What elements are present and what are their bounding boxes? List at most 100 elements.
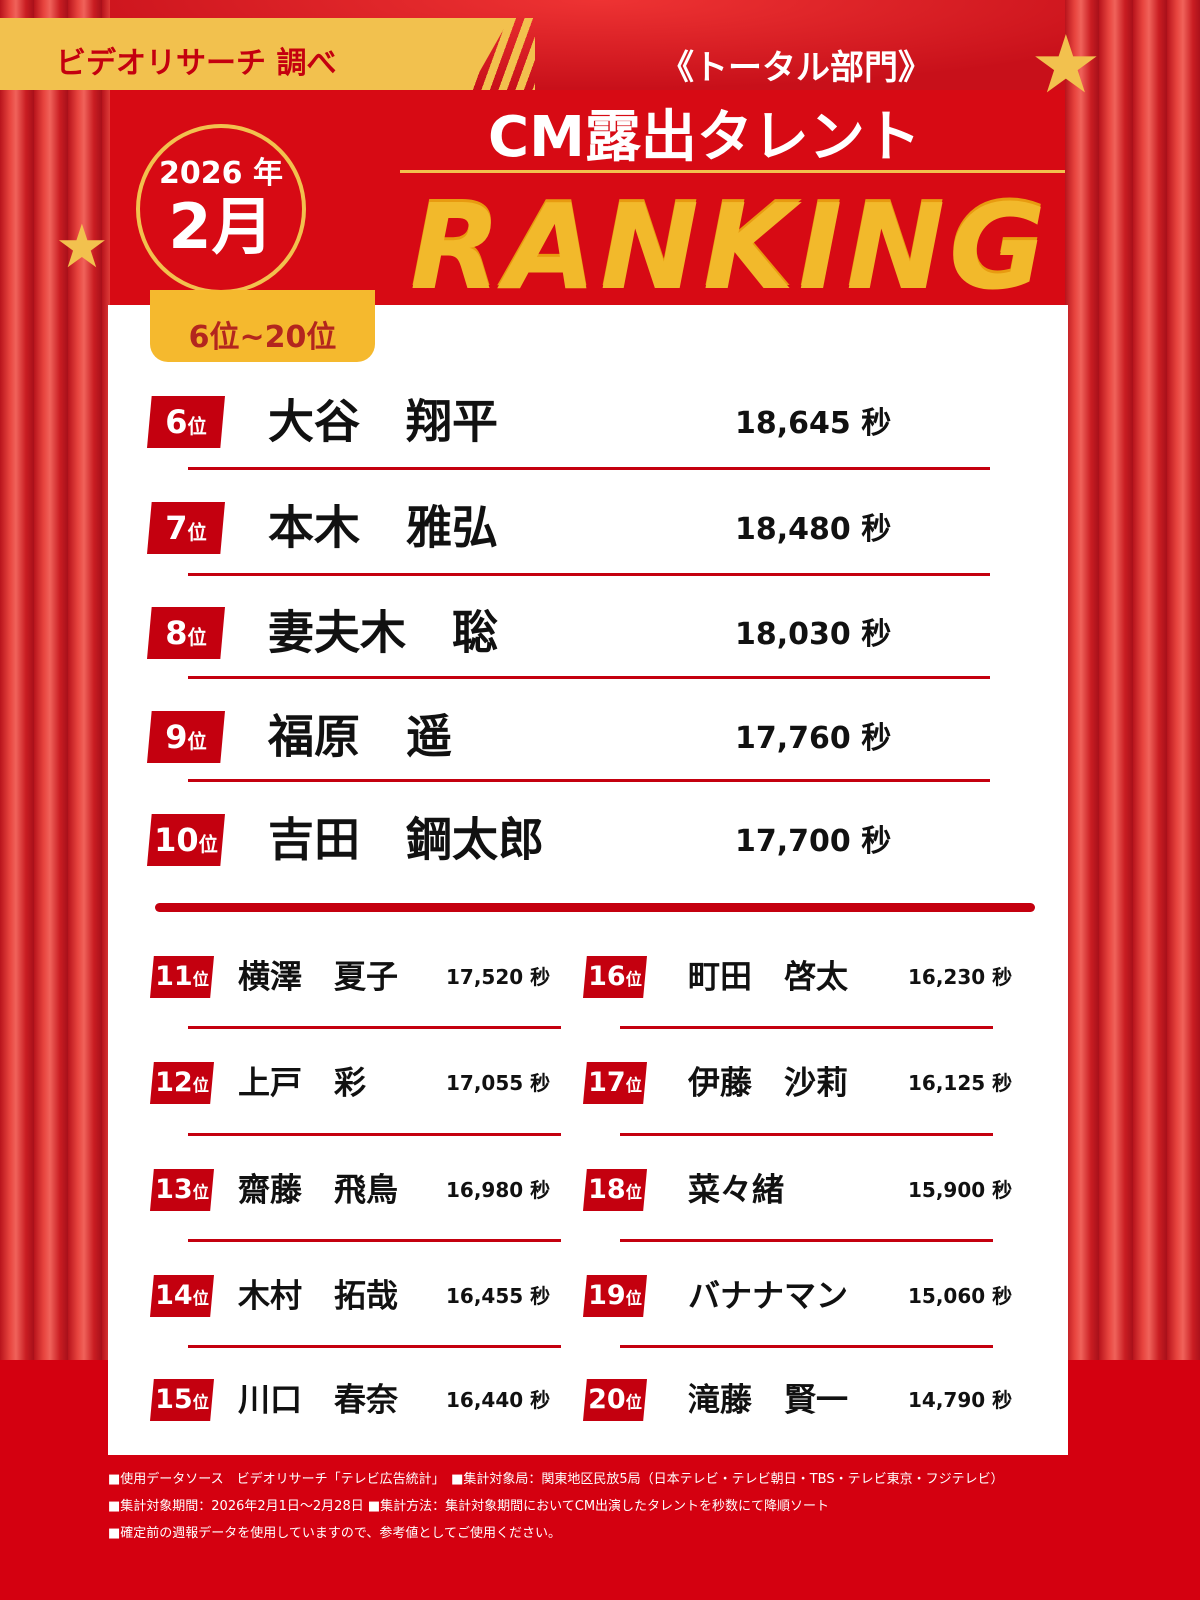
rank-badge: 8位: [147, 607, 225, 659]
rank-suffix: 位: [192, 1393, 209, 1412]
exposure-seconds: 17,760 秒: [735, 720, 892, 756]
rank-suffix: 位: [187, 626, 207, 649]
rank-number: 9: [165, 718, 188, 756]
rank-number: 19: [588, 1280, 626, 1311]
rank-suffix: 位: [625, 1183, 642, 1202]
rank-badge: 13位: [150, 1169, 214, 1211]
row-divider: [188, 467, 990, 470]
rank-suffix: 位: [187, 415, 207, 438]
exposure-seconds: 17,520 秒: [446, 965, 551, 990]
rank-badge: 18位: [583, 1169, 647, 1211]
row-divider: [620, 1345, 993, 1348]
rank-badge: 7位: [147, 502, 225, 554]
exposure-seconds: 16,980 秒: [446, 1178, 551, 1203]
talent-name: バナナマン: [688, 1276, 849, 1315]
talent-name: 川口 春奈: [238, 1380, 399, 1419]
rank-badge: 9位: [147, 711, 225, 763]
rank-badge: 17位: [583, 1062, 647, 1104]
row-divider: [620, 1133, 993, 1136]
rank-badge: 14位: [150, 1275, 214, 1317]
rank-suffix: 位: [192, 970, 209, 989]
rank-badge: 19位: [583, 1275, 647, 1317]
rank-number: 14: [155, 1280, 193, 1311]
month: 2月: [168, 190, 274, 263]
exposure-seconds: 16,125 秒: [908, 1071, 1013, 1096]
talent-name: 伊藤 沙莉: [688, 1063, 849, 1102]
rank-badge: 15位: [150, 1379, 214, 1421]
talent-name: 大谷 翔平: [268, 394, 498, 449]
row-divider: [620, 1026, 993, 1029]
rank-badge: 10位: [147, 814, 225, 866]
rank-suffix: 位: [192, 1183, 209, 1202]
row-divider: [188, 1026, 561, 1029]
year: 2026 年: [159, 156, 283, 191]
page-title: CM露出タレント: [488, 105, 921, 170]
rank-badge: 20位: [583, 1379, 647, 1421]
exposure-seconds: 14,790 秒: [908, 1388, 1013, 1413]
exposure-seconds: 18,030 秒: [735, 616, 892, 652]
talent-name: 上戸 彩: [238, 1063, 367, 1102]
rank-number: 12: [155, 1067, 193, 1098]
range-tab: 6位~20位: [150, 290, 375, 362]
row-divider: [188, 1345, 561, 1348]
rank-suffix: 位: [192, 1076, 209, 1095]
rank-number: 16: [588, 961, 626, 992]
talent-name: 齋藤 飛鳥: [238, 1170, 399, 1209]
right-curtain: [1065, 0, 1200, 1360]
rank-suffix: 位: [192, 1289, 209, 1308]
rank-badge: 11位: [150, 956, 214, 998]
star-icon: ★: [55, 212, 109, 282]
talent-name: 吉田 鋼太郎: [268, 812, 544, 867]
rank-number: 18: [588, 1174, 626, 1205]
ranking-panel: [108, 305, 1068, 1455]
rank-badge: 6位: [147, 396, 225, 448]
exposure-seconds: 16,455 秒: [446, 1284, 551, 1309]
exposure-seconds: 18,480 秒: [735, 511, 892, 547]
row-divider: [188, 779, 990, 782]
talent-name: 菜々緒: [688, 1170, 785, 1209]
title-divider: [400, 170, 1065, 173]
footer-note: ■集計対象期間：2026年2月1日～2月28日 ■集計方法：集計対象期間において…: [108, 1499, 830, 1514]
rank-suffix: 位: [198, 833, 218, 856]
talent-name: 横澤 夏子: [238, 957, 399, 996]
star-icon: ★: [1030, 18, 1102, 111]
rank-suffix: 位: [187, 730, 207, 753]
talent-name: 妻夫木 聡: [268, 605, 498, 660]
rank-suffix: 位: [625, 1393, 642, 1412]
row-divider: [188, 1133, 561, 1136]
rank-suffix: 位: [625, 1289, 642, 1308]
exposure-seconds: 16,440 秒: [446, 1388, 551, 1413]
exposure-seconds: 16,230 秒: [908, 965, 1013, 990]
rank-number: 7: [165, 509, 188, 547]
rank-number: 15: [155, 1384, 193, 1415]
exposure-seconds: 18,645 秒: [735, 405, 892, 441]
rank-suffix: 位: [625, 1076, 642, 1095]
talent-name: 本木 雅弘: [268, 500, 498, 555]
rank-number: 6: [165, 403, 188, 441]
rank-number: 17: [588, 1067, 626, 1098]
rank-number: 8: [165, 614, 188, 652]
category-label: 《トータル部門》: [660, 48, 932, 88]
rank-suffix: 位: [625, 970, 642, 989]
exposure-seconds: 17,055 秒: [446, 1071, 551, 1096]
exposure-seconds: 17,700 秒: [735, 823, 892, 859]
talent-name: 木村 拓哉: [238, 1276, 399, 1315]
rank-badge: 12位: [150, 1062, 214, 1104]
row-divider: [188, 1239, 561, 1242]
rank-badge: 16位: [583, 956, 647, 998]
talent-name: 町田 啓太: [688, 957, 849, 996]
footer-note: ■使用データソース ビデオリサーチ「テレビ広告統計」 ■集計対象局：関東地区民放…: [108, 1472, 1004, 1487]
date-circle: 2026 年 2月: [136, 124, 306, 294]
talent-name: 滝藤 賢一: [688, 1380, 849, 1419]
section-divider: [155, 903, 1035, 912]
source-brand: ビデオリサーチ 調べ: [0, 18, 510, 90]
footer-note: ■確定前の週報データを使用していますので、参考値としてご使用ください。: [108, 1526, 561, 1541]
row-divider: [188, 573, 990, 576]
left-curtain: [0, 0, 110, 1360]
exposure-seconds: 15,900 秒: [908, 1178, 1013, 1203]
exposure-seconds: 15,060 秒: [908, 1284, 1013, 1309]
talent-name: 福原 遥: [268, 709, 452, 764]
rank-suffix: 位: [187, 521, 207, 544]
decorative-stripes: [465, 18, 535, 90]
rank-number: 20: [588, 1384, 626, 1415]
